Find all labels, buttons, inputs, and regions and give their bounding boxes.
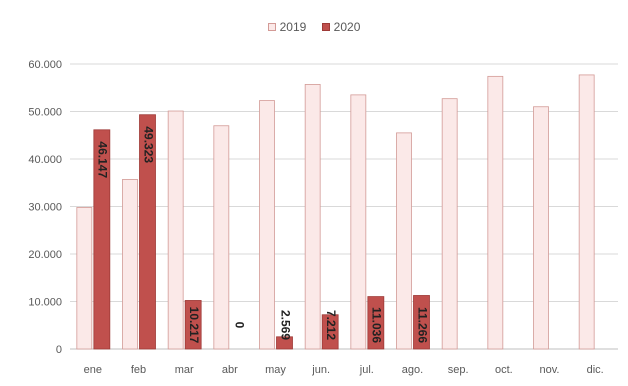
bar-2019 bbox=[304, 84, 321, 350]
x-tick-label: abr bbox=[222, 364, 238, 376]
data-label-2020: 11.266 bbox=[415, 307, 429, 343]
x-tick-label: mar bbox=[175, 364, 194, 376]
y-tick-label: 40.000 bbox=[28, 154, 62, 166]
bar-2019 bbox=[533, 106, 549, 350]
x-tick-label: ago. bbox=[402, 364, 423, 376]
bar-2019 bbox=[213, 125, 230, 350]
bar-2019 bbox=[76, 207, 93, 350]
x-tick-label: oct. bbox=[495, 364, 513, 376]
data-label-2020: 0 bbox=[233, 322, 247, 329]
bar-2020 bbox=[413, 295, 430, 350]
data-label-2020: 46.147 bbox=[96, 141, 110, 178]
data-label-2020: 49.323 bbox=[141, 126, 155, 163]
bar-2019 bbox=[487, 75, 504, 350]
legend-swatch-2019 bbox=[267, 23, 276, 31]
x-tick-label: feb bbox=[131, 364, 146, 376]
legend-swatch-2020 bbox=[321, 23, 330, 31]
bar-2020 bbox=[184, 300, 202, 350]
bar-2020 bbox=[93, 129, 111, 350]
bar-2019 bbox=[350, 94, 367, 350]
x-tick-label: dic. bbox=[587, 364, 604, 376]
legend-label-2019: 2019 bbox=[279, 20, 307, 34]
x-tick-label: jul. bbox=[359, 364, 374, 376]
data-label-2020: 2.569 bbox=[278, 310, 292, 340]
x-tick-label: sep. bbox=[448, 364, 469, 376]
data-label-2020: 10.217 bbox=[187, 307, 201, 344]
bar-2019 bbox=[259, 100, 275, 350]
legend-label-2020: 2020 bbox=[333, 20, 361, 34]
y-tick-label: 60.000 bbox=[28, 59, 62, 71]
y-tick-label: 50.000 bbox=[28, 107, 62, 119]
x-tick-label: may bbox=[265, 364, 286, 376]
bar-2020 bbox=[139, 114, 156, 350]
y-tick-label: 0 bbox=[56, 344, 62, 356]
legend-item-2019: 2019 bbox=[267, 20, 307, 34]
bar-2020 bbox=[276, 336, 293, 350]
legend-item-2020: 2020 bbox=[321, 20, 361, 34]
legend: 2019 2020 bbox=[0, 20, 628, 34]
y-tick-label: 10.000 bbox=[28, 297, 62, 309]
bar-2019 bbox=[396, 132, 412, 350]
bar-2019 bbox=[441, 98, 458, 350]
bar-2019 bbox=[578, 74, 595, 350]
data-label-2020: 11.036 bbox=[370, 307, 384, 343]
bar-2020 bbox=[321, 314, 339, 350]
bar-2020 bbox=[367, 296, 385, 350]
x-tick-label: jun. bbox=[311, 364, 330, 376]
y-tick-label: 20.000 bbox=[28, 249, 62, 261]
bar-2019 bbox=[122, 179, 138, 350]
y-tick-label: 30.000 bbox=[28, 202, 62, 214]
bar-2019 bbox=[167, 110, 184, 350]
data-label-2020: 7.212 bbox=[324, 310, 338, 340]
x-tick-label: nov. bbox=[540, 364, 560, 376]
x-tick-label: ene bbox=[84, 364, 102, 376]
